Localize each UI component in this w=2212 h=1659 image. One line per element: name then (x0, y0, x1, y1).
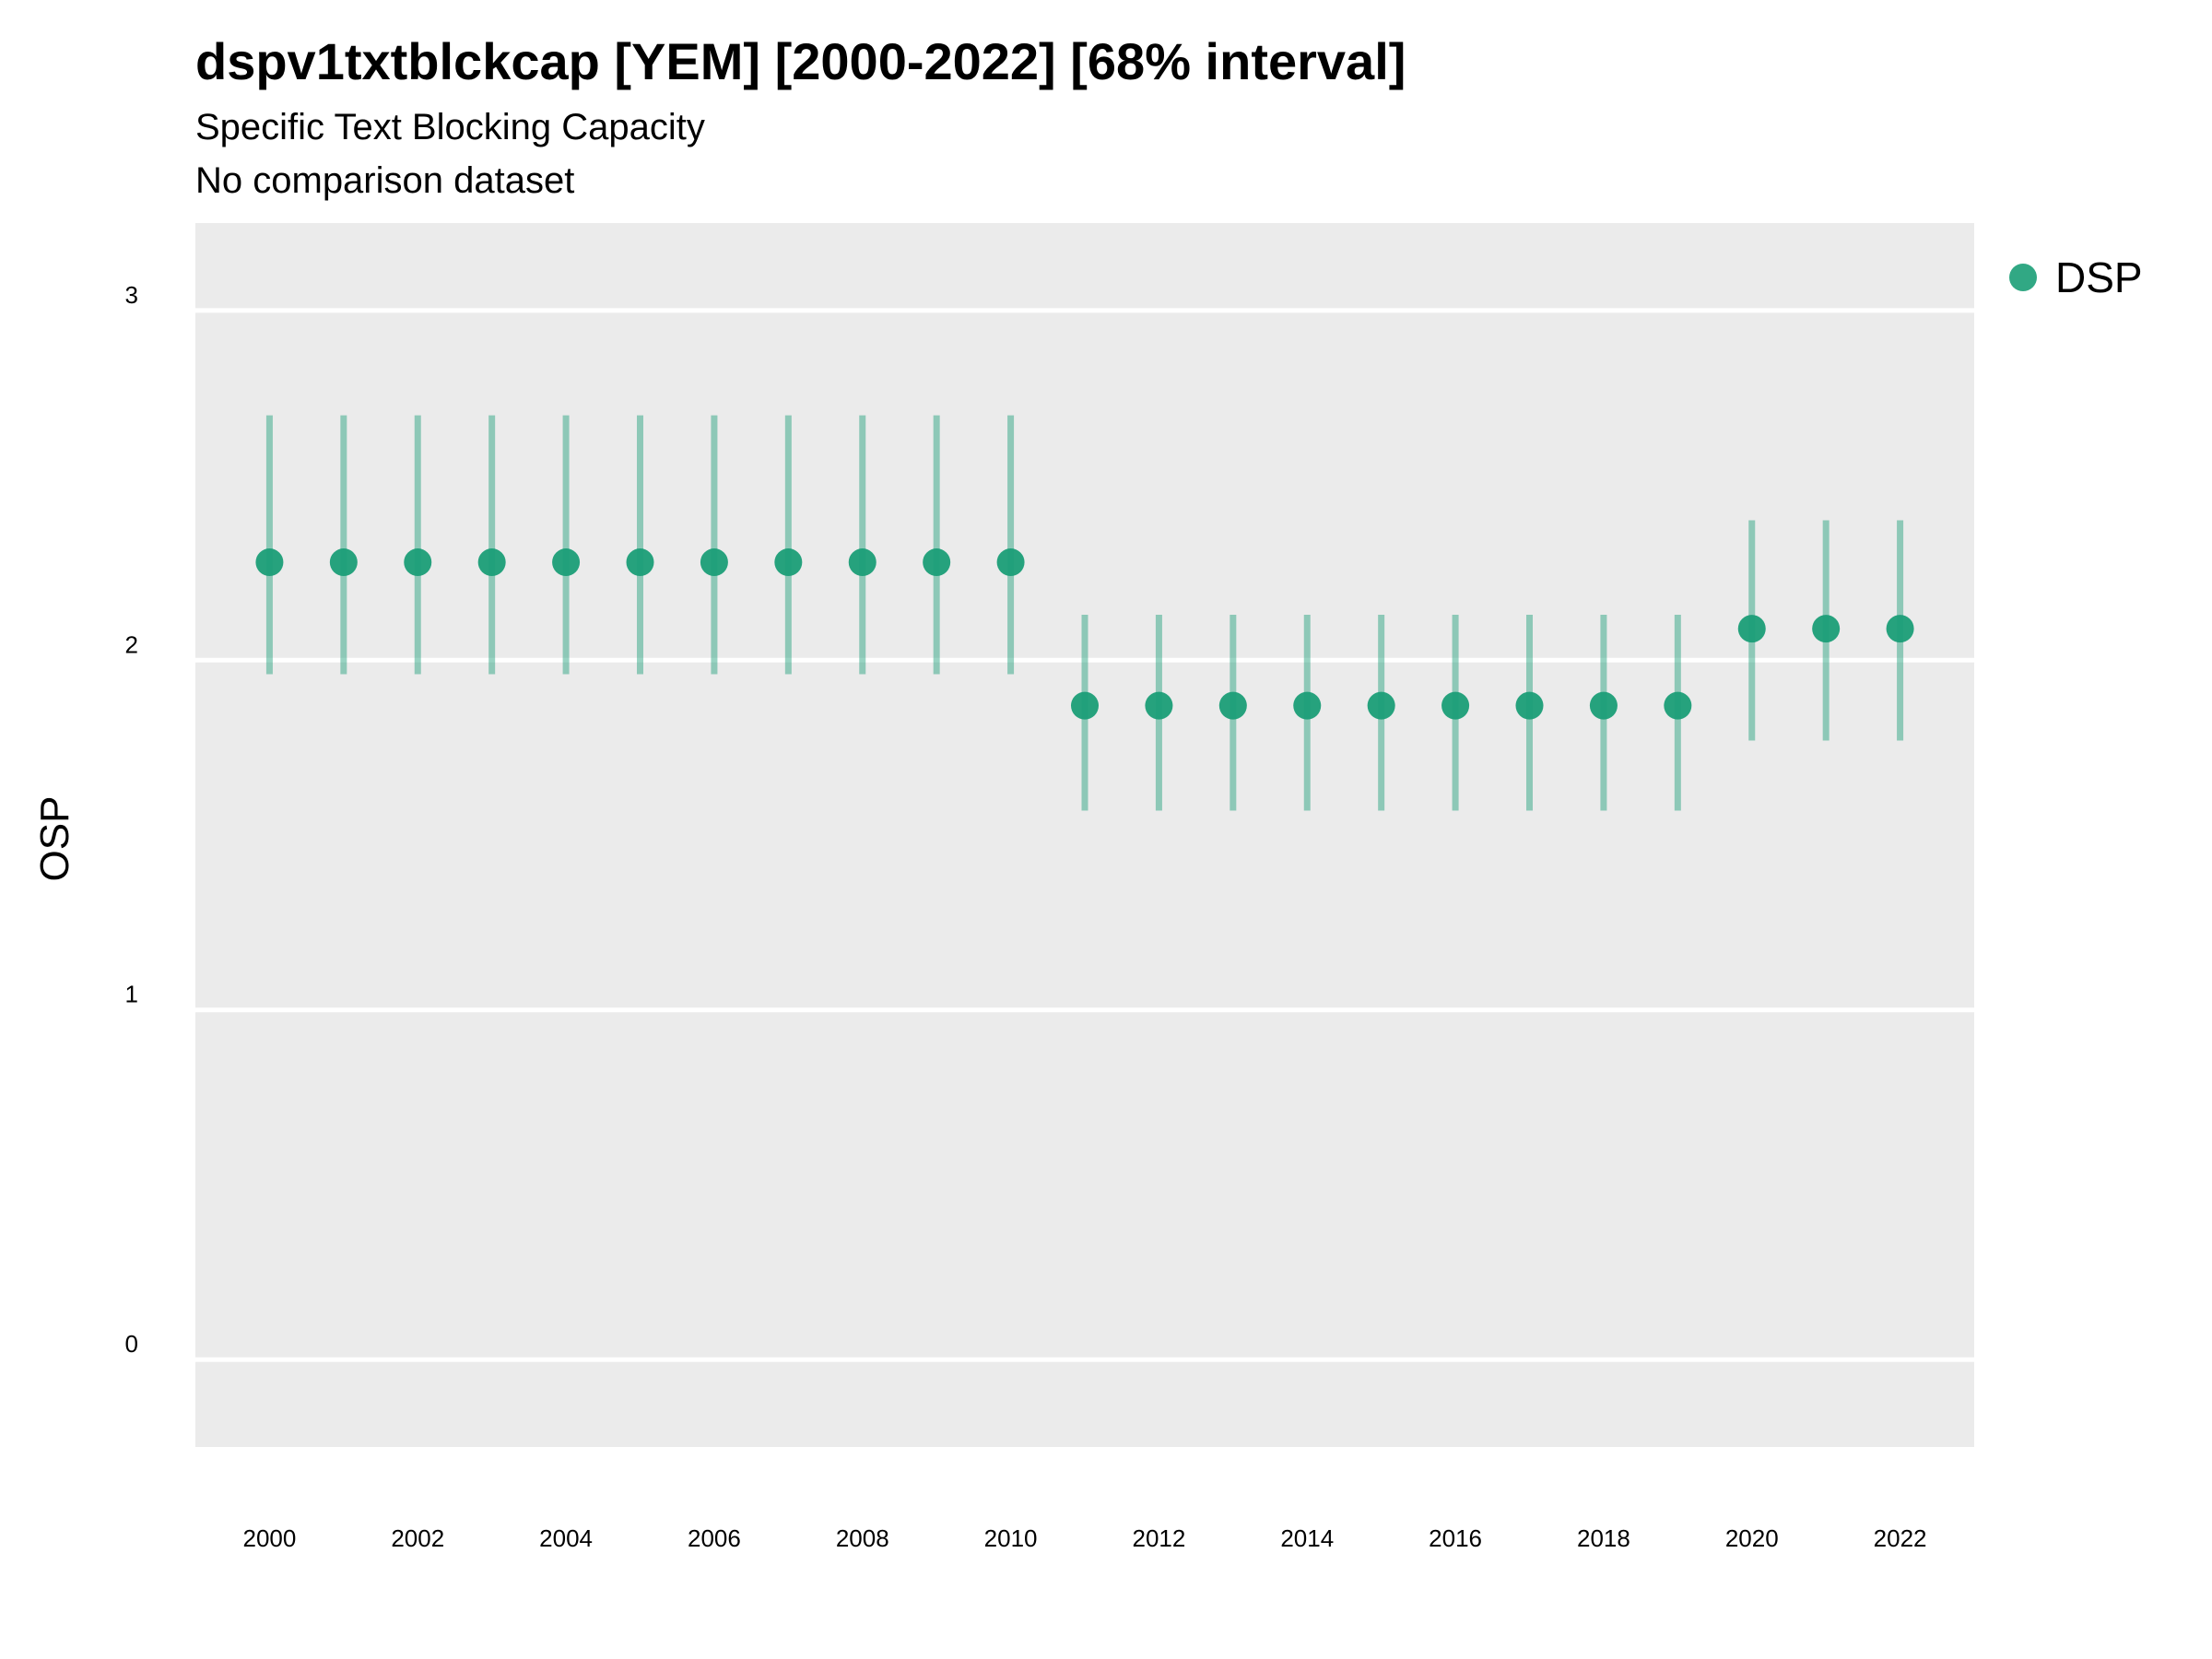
legend-key-dsp (2009, 264, 2037, 291)
x-tick-label: 2000 (242, 1524, 296, 1552)
y-axis-label: OSP (32, 795, 77, 882)
y-tick-label: 3 (125, 281, 138, 309)
legend-label-dsp: DSP (2055, 253, 2143, 301)
chart-title: dspv1txtblckcap [YEM] [2000-2022] [68% i… (195, 32, 1406, 90)
chart-subtitle: Specific Text Blocking Capacity (195, 107, 705, 147)
data-point (700, 548, 728, 577)
data-point (552, 548, 581, 577)
data-point (329, 548, 358, 577)
data-points (255, 548, 1914, 720)
grid-lines (155, 308, 1974, 1362)
plot-panel (195, 223, 1974, 1447)
x-tick-label: 2006 (688, 1524, 741, 1552)
x-tick-label: 2020 (1725, 1524, 1779, 1552)
data-point (255, 548, 284, 577)
x-tick-label: 2022 (1874, 1524, 1927, 1552)
chart-subtitle-comparison: No comparison dataset (195, 160, 575, 201)
x-tick-label: 2012 (1132, 1524, 1185, 1552)
y-tick-labels: 0 1 2 3 (125, 281, 138, 1358)
x-tick-label: 2008 (836, 1524, 889, 1552)
x-tick-label: 2016 (1429, 1524, 1482, 1552)
y-tick-label: 0 (125, 1330, 138, 1358)
data-point (1367, 691, 1395, 720)
data-point (1886, 615, 1914, 643)
data-point (1071, 691, 1099, 720)
x-tick-labels: 2000 2002 2004 2006 2008 2010 2012 2014 2016 2018… (242, 1524, 1926, 1552)
data-point (774, 548, 803, 577)
data-point (626, 548, 654, 577)
data-point (1737, 615, 1766, 643)
y-tick-label: 2 (125, 630, 138, 658)
x-tick-label: 2010 (984, 1524, 1038, 1552)
data-point (1218, 691, 1247, 720)
data-point (848, 548, 877, 577)
data-point (1145, 691, 1173, 720)
x-tick-label: 2014 (1280, 1524, 1334, 1552)
data-point (1293, 691, 1322, 720)
data-point (1515, 691, 1544, 720)
data-point (1441, 691, 1470, 720)
data-point (996, 548, 1025, 577)
legend: DSP (2009, 253, 2143, 302)
data-point (1812, 615, 1841, 643)
data-point (1664, 691, 1692, 720)
x-tick-label: 2018 (1577, 1524, 1630, 1552)
x-tick-label: 2004 (539, 1524, 593, 1552)
x-tick-label: 2002 (391, 1524, 444, 1552)
data-point (477, 548, 506, 577)
y-tick-label: 1 (125, 981, 138, 1008)
data-point (923, 548, 951, 577)
data-point (1589, 691, 1618, 720)
data-point (404, 548, 432, 577)
